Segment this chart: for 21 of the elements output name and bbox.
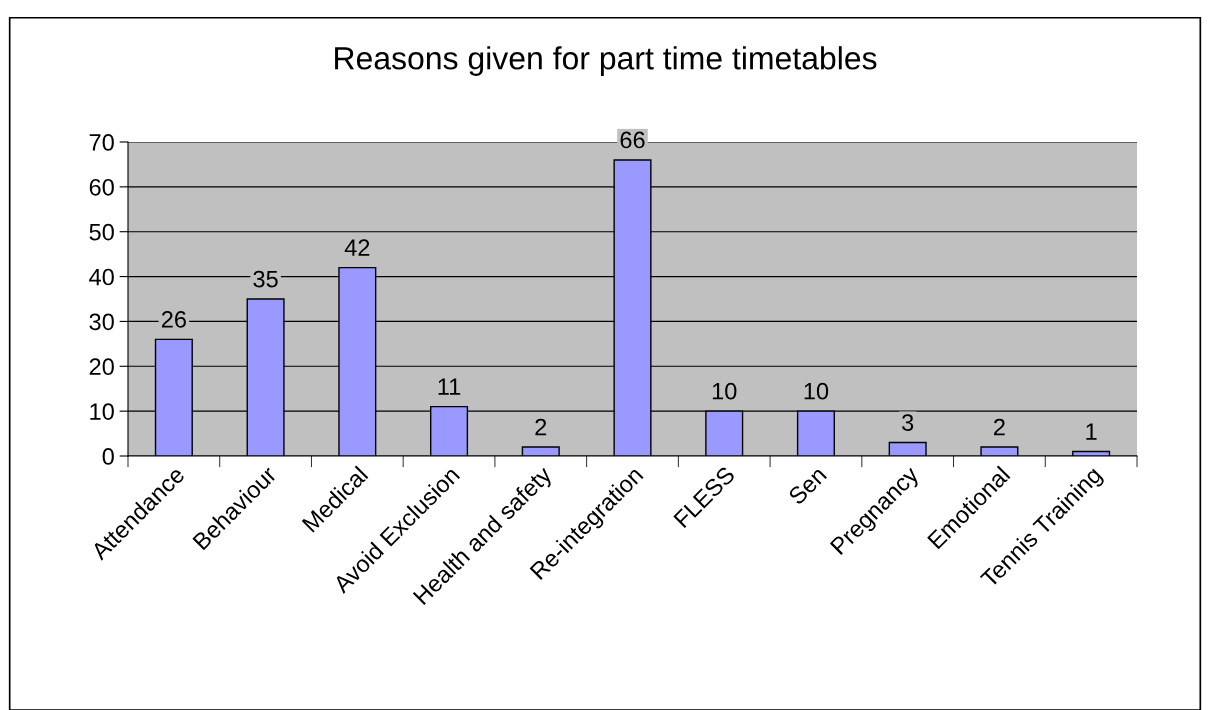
data-label: 1 xyxy=(1086,423,1097,440)
data-label: 10 xyxy=(804,382,829,400)
y-tick-label: 60 xyxy=(89,178,114,196)
data-label: 2 xyxy=(535,418,547,436)
data-label: 42 xyxy=(344,239,370,256)
data-label: 10 xyxy=(712,382,737,400)
data-label: 11 xyxy=(438,378,461,395)
data-label: 66 xyxy=(620,131,645,149)
y-tick-label: 50 xyxy=(89,223,114,241)
x-tick-label: Sen xyxy=(787,465,828,506)
data-label: 2 xyxy=(994,418,1005,436)
y-tick-label: 10 xyxy=(90,403,114,420)
y-tick-label: 40 xyxy=(89,268,114,286)
data-label: 3 xyxy=(902,414,914,431)
y-tick-label: 30 xyxy=(89,313,114,331)
y-tick-label: 70 xyxy=(89,134,114,151)
y-tick-label: 0 xyxy=(102,448,114,465)
data-label: 35 xyxy=(253,270,278,288)
data-label: 26 xyxy=(161,311,186,328)
chart-title: Reasons given for part time timetables xyxy=(335,46,877,76)
y-tick-label: 20 xyxy=(89,358,114,376)
